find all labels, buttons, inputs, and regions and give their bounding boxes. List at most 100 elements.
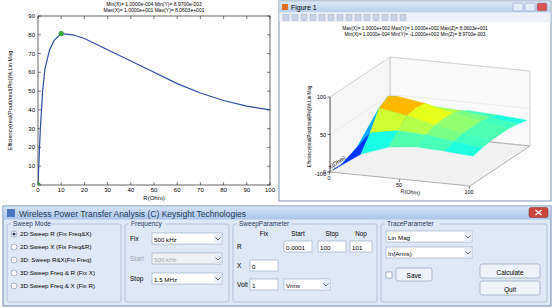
tick-label: 30 <box>28 126 35 132</box>
dropdown[interactable] <box>284 279 330 290</box>
checkbox[interactable] <box>386 272 392 278</box>
toolbar-button[interactable] <box>310 15 316 21</box>
toolbar-button[interactable] <box>328 15 334 21</box>
dialog: Wireless Power Transfer Analysis (C) Key… <box>3 206 551 306</box>
field-value: 0 <box>252 263 256 270</box>
close-icon <box>536 210 542 215</box>
chart-title: Min(X)= 1.0000e-004 Min(Y)= -1.0000e+002… <box>345 32 486 37</box>
dropdown[interactable] <box>386 231 472 242</box>
axis-label: Efficiency(real(Pout)/real(Pin))%,Lin Ma… <box>307 85 312 167</box>
dropdown[interactable] <box>386 247 472 258</box>
dropdown[interactable] <box>152 273 222 284</box>
window-button[interactable] <box>525 3 535 11</box>
tick-label: 20 <box>28 144 35 150</box>
radio-button[interactable] <box>11 283 17 289</box>
text-field[interactable] <box>318 241 346 252</box>
button-label: Calculate <box>496 269 523 276</box>
tick-mark <box>270 16 271 19</box>
dropdown-button[interactable] <box>214 274 222 284</box>
group-title-bg <box>129 220 165 227</box>
tick-mark <box>328 134 331 135</box>
toolbar-button[interactable] <box>301 15 307 21</box>
tick-label: 50 <box>28 88 35 94</box>
row-label: R <box>237 243 242 250</box>
toolbar-button[interactable] <box>337 15 343 21</box>
toolbar-button[interactable] <box>319 15 325 21</box>
field-label: Stop <box>130 275 144 283</box>
tick-label: 40 <box>28 107 35 113</box>
dropdown-button[interactable] <box>464 248 472 258</box>
tick-mark <box>38 16 39 19</box>
tick-mark <box>38 109 41 110</box>
tick-label: 70 <box>197 187 204 193</box>
grid-line <box>330 132 530 172</box>
text-field[interactable] <box>350 241 372 252</box>
plot-area <box>38 31 270 185</box>
group-title: Sweep Mode <box>13 220 51 228</box>
dropdown[interactable] <box>152 233 222 244</box>
tick-label: 60 <box>174 187 181 193</box>
line-chart: Min(X)= 1.0000e-004 Min(Y)= 8.9700e-003M… <box>0 0 276 204</box>
radio-label: 2D:Sweep X (Fix Freq&R) <box>20 243 92 250</box>
radio-button[interactable] <box>11 244 17 250</box>
tick-label: 100 <box>265 187 276 193</box>
window-title: Figure 1 <box>291 4 317 12</box>
radio-button[interactable] <box>11 231 17 237</box>
text-field[interactable] <box>284 241 312 252</box>
group-title: TraceParameter <box>387 220 435 227</box>
tick-label: 80 <box>220 187 227 193</box>
tick-mark <box>107 182 108 185</box>
toolbar-button[interactable] <box>355 15 361 21</box>
tick-label: 100 <box>317 94 326 100</box>
toolbar-button[interactable] <box>346 15 352 21</box>
dialog-frame <box>3 206 551 306</box>
tick-mark <box>223 182 224 185</box>
text-field[interactable] <box>250 260 278 271</box>
tick-label: 50 <box>320 132 326 138</box>
text-field[interactable] <box>250 279 278 290</box>
screen: Min(X)= 1.0000e-004 Min(Y)= 8.9700e-003M… <box>0 0 554 308</box>
toolbar-button[interactable] <box>373 15 379 21</box>
toolbar-button[interactable] <box>364 15 370 21</box>
toolbar-button[interactable] <box>391 15 397 21</box>
tick-label: 20 <box>81 187 88 193</box>
tick-label: 60 <box>28 69 35 75</box>
dropdown-button[interactable] <box>322 280 330 290</box>
radio-button[interactable] <box>11 257 17 263</box>
window-title: Wireless Power Transfer Analysis (C) Key… <box>19 209 246 219</box>
dropdown-arrow <box>466 236 471 239</box>
tick-mark <box>177 16 178 19</box>
dropdown-button[interactable] <box>214 234 222 244</box>
tick-label: 80 <box>28 32 35 38</box>
group-title-bg <box>385 220 439 227</box>
toolbar-button[interactable] <box>400 15 406 21</box>
field-value: In(Arms) <box>388 250 412 257</box>
close-button[interactable] <box>529 208 548 218</box>
group-box <box>125 224 229 302</box>
dropdown-button[interactable] <box>464 232 472 242</box>
button[interactable] <box>396 268 432 281</box>
axis-label: Efficiency(real(Pout)/real(Pin))%,Lin Ma… <box>7 51 13 151</box>
title-bar <box>4 207 551 220</box>
row-label: X <box>237 262 242 269</box>
field-value: 0.0001 <box>286 244 305 251</box>
radio-button[interactable] <box>11 270 17 276</box>
toolbar-button[interactable] <box>292 15 298 21</box>
group-box <box>381 224 547 302</box>
toolbar-button[interactable] <box>283 15 289 21</box>
marker-point <box>38 183 40 185</box>
window-button[interactable] <box>513 3 523 11</box>
tick-mark <box>270 182 271 185</box>
tick-mark <box>267 91 270 92</box>
button[interactable] <box>480 264 540 278</box>
tick-label: 40 <box>127 187 134 193</box>
button[interactable] <box>480 281 540 295</box>
tick-mark <box>84 182 85 185</box>
floor <box>330 132 530 186</box>
group-title: SweepParameter <box>239 220 290 228</box>
tick-mark <box>267 185 270 186</box>
surface <box>333 96 527 170</box>
toolbar-button[interactable] <box>382 15 388 21</box>
tick-mark <box>267 166 270 167</box>
window-button[interactable] <box>537 3 547 11</box>
